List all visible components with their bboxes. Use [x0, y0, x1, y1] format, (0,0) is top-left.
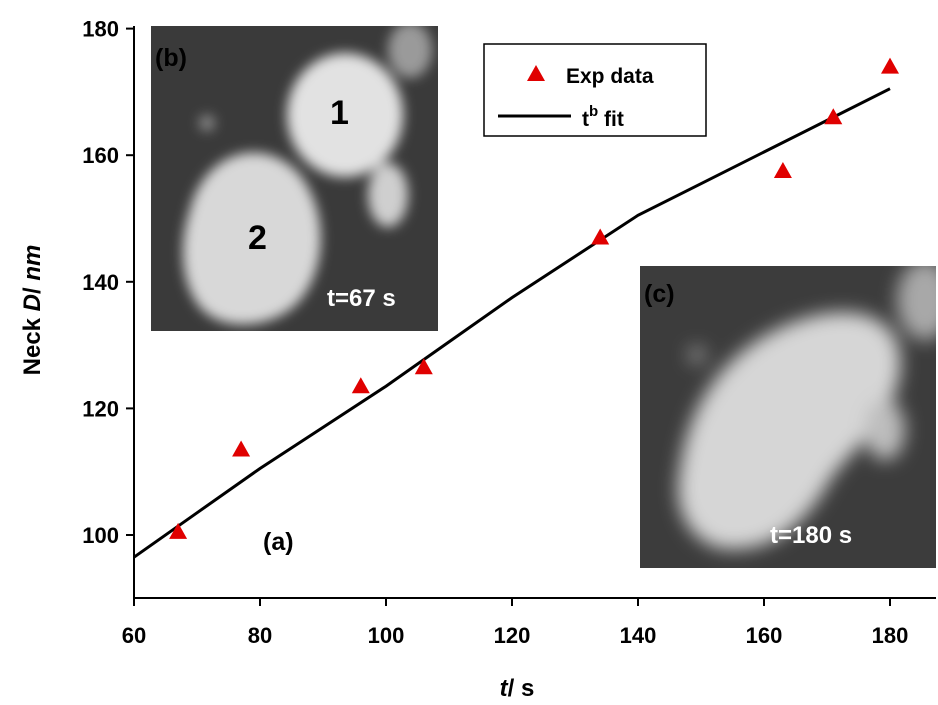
y-tick-label: 180: [82, 17, 119, 42]
inset-b-image: [151, 26, 438, 331]
inset-b-panel-label: (b): [155, 44, 187, 72]
exp-data-point: [824, 108, 843, 125]
plot-area: 60 80 100 120 140 160 180 100 120 140 160 180: [82, 17, 936, 648]
exp-data-point: [351, 377, 370, 394]
exp-data-point: [773, 162, 792, 179]
x-tick-label: 180: [872, 623, 909, 648]
exp-data-point: [414, 358, 433, 375]
inset-c-panel-label: (c): [644, 280, 675, 308]
y-tick-label: 140: [82, 270, 119, 295]
y-tick-label: 120: [82, 396, 119, 421]
legend-exp-label: Exp data: [566, 65, 654, 88]
exp-data-point: [169, 522, 188, 539]
particle-2-label: 2: [248, 219, 267, 257]
inset-c-time-label: t=180 s: [770, 522, 852, 549]
exp-data-point: [881, 57, 899, 74]
legend: Exp data tb fit: [483, 43, 707, 137]
inset-c-image: [640, 266, 936, 568]
fit-curve: [133, 87, 891, 559]
legend-box: [483, 43, 707, 137]
exp-data-point: [591, 228, 610, 245]
legend-exp-marker: [527, 65, 545, 81]
panel-a-label: (a): [263, 528, 294, 556]
x-tick-label: 80: [248, 623, 272, 648]
x-tick-label: 120: [494, 623, 531, 648]
x-tick-label: 100: [368, 623, 405, 648]
legend-fit-label: tb fit: [582, 103, 624, 131]
y-tick-label: 100: [82, 523, 119, 548]
inset-b-time-label: t=67 s: [327, 285, 396, 312]
y-axis-title: Neck D/ nm: [19, 245, 46, 376]
x-axis-title: t/ s: [500, 675, 535, 702]
exp-data-point: [232, 440, 251, 457]
x-tick-label: 140: [620, 623, 657, 648]
x-tick-label: 160: [746, 623, 783, 648]
particle-1-label: 1: [330, 94, 349, 132]
x-tick-label: 60: [122, 623, 146, 648]
y-tick-label: 160: [82, 143, 119, 168]
